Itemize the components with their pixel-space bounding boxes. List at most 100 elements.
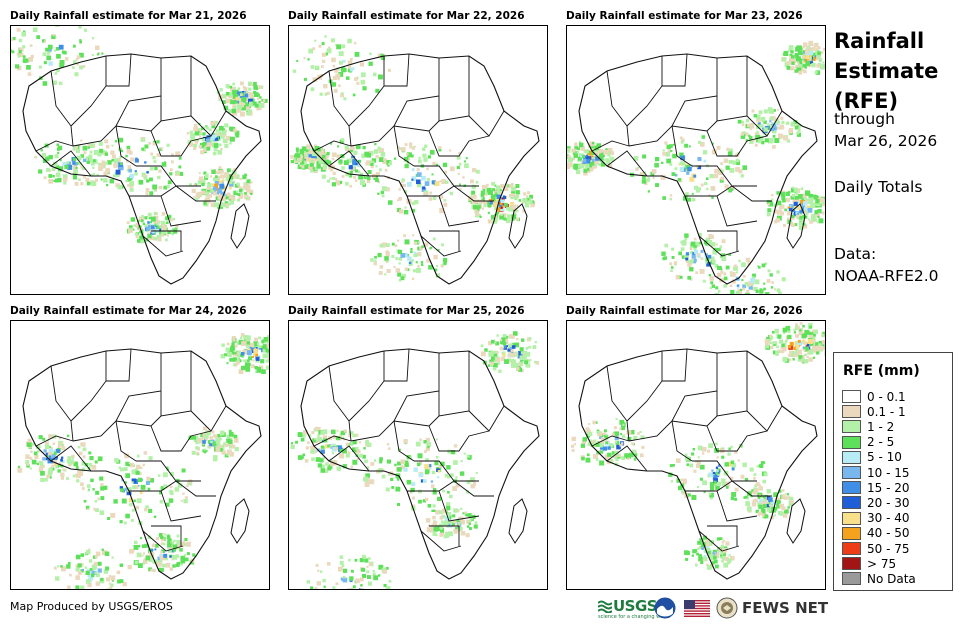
legend-swatch <box>842 542 861 555</box>
rainfall-map <box>566 25 826 295</box>
legend-label: 10 - 15 <box>867 465 910 480</box>
madagascar-outline <box>508 203 528 249</box>
madagascar-outline <box>508 498 528 544</box>
state-dept-seal-icon <box>716 597 738 623</box>
country-borders <box>591 53 783 257</box>
legend-item: 20 - 30 <box>842 495 910 510</box>
country-borders <box>35 348 227 552</box>
product-title: Rainfall Estimate (RFE) <box>834 26 964 116</box>
usgs-logo-text: USGS <box>613 597 658 615</box>
legend-label: 20 - 30 <box>867 495 910 510</box>
legend-item: 15 - 20 <box>842 480 910 495</box>
panel-title: Daily Rainfall estimate for Mar 24, 2026 <box>10 305 247 317</box>
rainfall-field <box>11 26 268 244</box>
africa-coastline <box>300 53 540 285</box>
legend-swatch <box>842 420 861 434</box>
africa-landmass <box>23 349 261 579</box>
rainfall-map <box>288 25 548 295</box>
legend-item: 1 - 2 <box>842 419 894 434</box>
legend-label: 40 - 50 <box>867 526 910 541</box>
country-borders <box>313 53 505 257</box>
data-label: Data: <box>834 245 877 263</box>
rainfall-map <box>566 320 826 590</box>
legend-swatch <box>842 526 861 540</box>
africa-landmass <box>301 54 539 284</box>
legend-swatch <box>842 466 861 479</box>
legend-item: 10 - 15 <box>842 465 910 480</box>
map-svg <box>570 322 825 580</box>
legend-swatch <box>842 450 861 464</box>
africa-landmass <box>23 54 261 284</box>
legend-label: > 75 <box>867 556 897 571</box>
legend-label: 50 - 75 <box>867 541 910 556</box>
map-svg <box>290 331 540 589</box>
legend-swatch <box>842 572 861 586</box>
legend-label: 15 - 20 <box>867 480 910 495</box>
map-credit: Map Produced by USGS/EROS <box>10 600 173 613</box>
legend-swatch <box>842 511 861 525</box>
legend-swatch <box>842 390 861 403</box>
country-borders <box>591 348 783 552</box>
rainfall-map <box>288 320 548 590</box>
legend-item: 2 - 5 <box>842 435 894 450</box>
map-svg <box>567 40 825 294</box>
africa-coastline <box>22 53 262 285</box>
legend-item: 0.1 - 1 <box>842 404 906 419</box>
panel-title: Daily Rainfall estimate for Mar 25, 2026 <box>288 305 525 317</box>
africa-coastline <box>578 348 818 580</box>
africa-coastline <box>300 348 540 580</box>
legend-label: 2 - 5 <box>867 435 895 450</box>
legend-item: No Data <box>842 571 916 586</box>
rainfall-map <box>10 320 270 590</box>
legend-label: 5 - 10 <box>867 450 902 465</box>
legend-item: 40 - 50 <box>842 526 910 541</box>
title-line: Rainfall <box>834 29 925 53</box>
legend-swatch <box>842 496 861 510</box>
panel-title: Daily Rainfall estimate for Mar 21, 2026 <box>10 10 247 22</box>
legend-label: 0 - 0.1 <box>867 389 906 404</box>
panel-title: Daily Rainfall estimate for Mar 22, 2026 <box>288 10 525 22</box>
totals-label: Daily Totals <box>834 178 923 196</box>
madagascar-outline <box>230 498 250 544</box>
title-line: (RFE) <box>834 89 899 113</box>
fews-net-logo-text: FEWS NET <box>742 599 829 617</box>
madagascar-outline <box>786 498 806 544</box>
panel-title: Daily Rainfall estimate for Mar 23, 2026 <box>566 10 803 22</box>
madagascar-outline <box>230 203 250 249</box>
africa-coastline <box>22 348 262 580</box>
legend-label: 0.1 - 1 <box>867 404 906 419</box>
rainfall-field <box>290 35 536 282</box>
country-borders <box>313 348 505 552</box>
legend-swatch <box>842 557 861 571</box>
map-svg <box>290 35 540 285</box>
legend-item: 5 - 10 <box>842 450 902 465</box>
rainfall-field <box>567 40 825 294</box>
legend-label: 30 - 40 <box>867 511 910 526</box>
madagascar-outline <box>786 203 806 249</box>
legend-swatch <box>842 481 861 495</box>
africa-coastline <box>578 53 818 285</box>
rainfall-field <box>17 333 269 589</box>
data-source: NOAA-RFE2.0 <box>834 267 939 285</box>
panel-title: Daily Rainfall estimate for Mar 26, 2026 <box>566 305 803 317</box>
legend-item: > 75 <box>842 556 896 571</box>
rainfall-field <box>290 331 540 589</box>
country-borders <box>35 53 227 257</box>
legend-item: 50 - 75 <box>842 541 910 556</box>
legend-swatch <box>842 405 861 419</box>
noaa-logo-icon <box>654 597 676 623</box>
through-date: Mar 26, 2026 <box>834 132 938 150</box>
us-flag-icon <box>684 600 710 621</box>
map-svg <box>17 333 269 589</box>
legend-title: RFE (mm) <box>843 363 920 379</box>
map-svg <box>11 26 268 285</box>
usgs-tagline: science for a changing world <box>598 614 670 620</box>
legend-item: 30 - 40 <box>842 511 910 526</box>
usgs-wave-icon <box>598 600 612 613</box>
through-label: through <box>834 110 895 128</box>
rainfall-map <box>10 25 270 295</box>
title-line: Estimate <box>834 59 939 83</box>
legend-item: 0 - 0.1 <box>842 389 906 404</box>
legend-swatch <box>842 435 861 449</box>
